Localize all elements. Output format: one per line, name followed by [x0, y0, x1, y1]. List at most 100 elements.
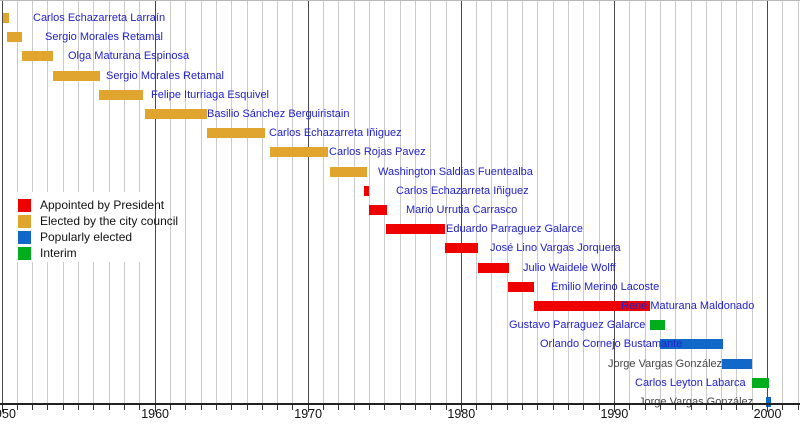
mayor-name-label[interactable]: Carlos Rojas Pavez	[329, 146, 426, 159]
mayor-name-label[interactable]: Felipe Iturriaga Esquivel	[151, 88, 270, 101]
axis-tick	[139, 405, 141, 410]
axis-tick	[62, 405, 64, 410]
year-gridline	[353, 1, 355, 403]
axis-tick	[307, 405, 309, 412]
term-bar-council	[2, 13, 9, 23]
mayor-name-label[interactable]: Basilio Sánchez Berguiristain	[207, 108, 350, 120]
mayor-name-label[interactable]: Carlos Echazarreta Larraín	[33, 12, 166, 24]
mayor-name-label[interactable]: Sergio Morales Retamal	[106, 69, 224, 82]
mayor-name-label[interactable]: Orlando Cornejo Bustamante	[540, 338, 683, 351]
axis-tick	[690, 405, 692, 410]
axis-tick-label: 1950	[0, 407, 16, 421]
term-bar-council	[7, 32, 22, 43]
term-bar-president	[368, 205, 388, 215]
mayor-name-label[interactable]: Washington Saldias Fuentealba	[378, 165, 533, 178]
year-gridline	[782, 1, 784, 403]
term-bar-council	[145, 109, 208, 119]
mayor-name-label[interactable]: José Lino Vargas Jorquera	[490, 242, 621, 255]
year-gridline	[430, 1, 432, 403]
term-bar-interim	[649, 320, 665, 331]
axis-tick	[445, 405, 447, 410]
mayor-name-label[interactable]: Carlos Echazarreta Iñiguez	[269, 127, 402, 140]
axis-tick	[537, 405, 539, 410]
year-gridline	[675, 1, 677, 403]
year-gridline	[399, 1, 401, 403]
axis-tick	[399, 405, 401, 410]
axis-tick	[491, 405, 493, 410]
year-gridline	[659, 1, 661, 403]
year-gridline	[721, 1, 723, 403]
axis-tick	[629, 405, 631, 410]
mayor-name-label[interactable]: Carlos Leyton Labarca	[635, 376, 746, 389]
legend-label: Interim	[40, 246, 77, 260]
mayor-name-label[interactable]: Eduardo Parraguez Galarce	[446, 223, 583, 236]
axis-tick	[644, 405, 646, 410]
legend-swatch-red	[18, 198, 31, 212]
axis-tick-label: 2000	[753, 407, 782, 421]
year-gridline	[323, 1, 324, 403]
mayor-name-label[interactable]: René Maturana Maldonado	[621, 300, 755, 312]
term-bar-popular	[766, 397, 771, 407]
mayor-name-label[interactable]: Gustavo Parraguez Galarce	[509, 319, 646, 332]
axis-tick	[246, 405, 248, 410]
mayor-name-label[interactable]: Sergio Morales Retamal	[45, 31, 163, 44]
year-gridline	[231, 1, 233, 403]
axis-tick	[47, 405, 49, 410]
axis-tick-label: 1970	[294, 407, 323, 421]
mayor-name-label[interactable]: Olga Maturana Espinosa	[68, 50, 190, 63]
axis-tick	[124, 405, 125, 410]
decade-gridline	[613, 1, 615, 403]
axis-tick	[384, 405, 386, 410]
axis-tick-label: 1980	[447, 407, 476, 421]
term-bar-president	[445, 243, 479, 254]
term-bar-president	[478, 262, 510, 273]
year-gridline	[644, 1, 646, 403]
axis-tick	[353, 405, 355, 410]
legend-swatch-gold	[18, 214, 31, 228]
year-gridline	[292, 1, 294, 403]
mayor-name-label[interactable]: Emilio Merino Lacoste	[551, 280, 660, 293]
axis-tick	[552, 405, 554, 410]
year-gridline	[506, 1, 508, 403]
year-gridline	[246, 1, 248, 403]
year-gridline	[169, 1, 171, 403]
axis-tick	[154, 405, 156, 412]
axis-tick	[32, 405, 34, 410]
year-gridline	[797, 1, 799, 403]
year-gridline	[261, 1, 263, 403]
legend-item-elected-by-city-council: Elected by the city council	[18, 213, 178, 229]
year-gridline	[476, 1, 478, 403]
legend-item-interim: Interim	[18, 245, 151, 261]
axis-tick-label: 1990	[600, 407, 629, 421]
decade-gridline	[460, 1, 462, 403]
term-bar-president	[508, 281, 534, 292]
mayor-name-label[interactable]: Julio Waidele Wolff	[523, 261, 616, 274]
year-gridline	[751, 1, 753, 403]
year-gridline	[215, 1, 217, 403]
decade-gridline	[767, 1, 768, 403]
axis-tick	[1, 405, 3, 412]
axis-tick	[16, 405, 18, 410]
legend-swatch-green	[18, 246, 31, 260]
term-bar-council	[21, 51, 54, 62]
axis-tick	[767, 405, 768, 412]
term-bar-council	[207, 128, 266, 139]
term-bar-council	[99, 89, 143, 100]
axis-tick	[782, 405, 784, 410]
axis-tick	[476, 405, 478, 410]
term-bar-council	[269, 147, 329, 158]
term-bar-president	[385, 224, 446, 235]
axis-tick	[323, 405, 324, 410]
legend-item-popularly-elected: Popularly elected	[18, 229, 151, 245]
legend-item-appointed-by-president: Appointed by President	[18, 197, 164, 213]
axis-tick	[338, 405, 340, 410]
mayor-name-label[interactable]: Mario Urrutia Carrasco	[406, 204, 518, 216]
year-gridline	[690, 1, 692, 403]
axis-tick	[368, 405, 370, 410]
axis-tick	[200, 405, 202, 410]
axis-tick	[169, 405, 171, 410]
axis-tick	[583, 405, 585, 410]
axis-tick	[93, 405, 95, 410]
mayor-name-label[interactable]: Carlos Echazarreta Iñiguez	[396, 184, 529, 197]
